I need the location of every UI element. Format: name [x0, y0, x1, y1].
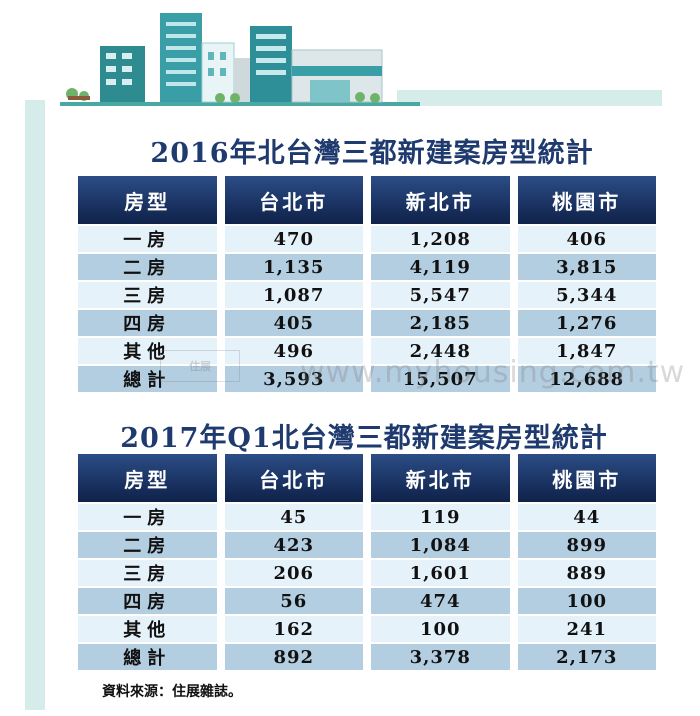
- cell-value: 405: [224, 310, 363, 336]
- row-label: 四房: [78, 588, 217, 614]
- cell-value: 2,448: [371, 338, 510, 364]
- cell-value: 1,084: [371, 532, 510, 558]
- table-row: 三房 1,087 5,547 5,344: [78, 282, 656, 308]
- cell-value: 889: [517, 560, 656, 586]
- table-row-total: 總計 3,593 15,507 12,688: [78, 366, 656, 392]
- row-label: 四房: [78, 310, 217, 336]
- table-row: 四房 405 2,185 1,276: [78, 310, 656, 336]
- cell-value: 44: [517, 504, 656, 530]
- row-label: 二房: [78, 532, 217, 558]
- row-label: 總計: [78, 366, 217, 392]
- col-header-new-taipei: 新北市: [371, 454, 510, 502]
- cell-value: 206: [224, 560, 363, 586]
- cell-value: 100: [517, 588, 656, 614]
- table-row: 一房 470 1,208 406: [78, 226, 656, 252]
- table2-title: 2017年Q1北台灣三都新建案房型統計: [120, 423, 608, 454]
- left-accent-bar: [25, 100, 45, 710]
- cell-value: 2,185: [371, 310, 510, 336]
- cell-value: 5,344: [517, 282, 656, 308]
- cell-value: 3,593: [224, 366, 363, 392]
- cell-value: 162: [224, 616, 363, 642]
- table-row: 二房 1,135 4,119 3,815: [78, 254, 656, 280]
- cell-value: 15,507: [371, 366, 510, 392]
- col-header-type: 房型: [78, 176, 217, 224]
- cell-value: 474: [371, 588, 510, 614]
- row-label: 總計: [78, 644, 217, 670]
- table-row: 二房 423 1,084 899: [78, 532, 656, 558]
- table-row: 一房 45 119 44: [78, 504, 656, 530]
- col-header-taoyuan: 桃園市: [517, 176, 656, 224]
- table-row: 三房 206 1,601 889: [78, 560, 656, 586]
- cell-value: 3,815: [517, 254, 656, 280]
- cell-value: 1,601: [371, 560, 510, 586]
- cell-value: 5,547: [371, 282, 510, 308]
- col-header-taipei: 台北市: [224, 454, 363, 502]
- cell-value: 1,087: [224, 282, 363, 308]
- source-note: 資料來源：住展雜誌。: [102, 684, 242, 700]
- row-label: 二房: [78, 254, 217, 280]
- top-accent-bar: [397, 90, 662, 106]
- row-label: 其他: [78, 616, 217, 642]
- row-label: 其他: [78, 338, 217, 364]
- table-row: 其他 162 100 241: [78, 616, 656, 642]
- cell-value: 119: [371, 504, 510, 530]
- table-row: 四房 56 474 100: [78, 588, 656, 614]
- cell-value: 100: [371, 616, 510, 642]
- row-label: 一房: [78, 226, 217, 252]
- cell-value: 1,208: [371, 226, 510, 252]
- row-label: 一房: [78, 504, 217, 530]
- row-label: 三房: [78, 560, 217, 586]
- cell-value: 1,276: [517, 310, 656, 336]
- cell-value: 3,378: [371, 644, 510, 670]
- cell-value: 1,135: [224, 254, 363, 280]
- cell-value: 899: [517, 532, 656, 558]
- cell-value: 892: [224, 644, 363, 670]
- col-header-taoyuan: 桃園市: [517, 454, 656, 502]
- cell-value: 406: [517, 226, 656, 252]
- watermark-logo: 住展: [160, 350, 240, 382]
- cell-value: 470: [224, 226, 363, 252]
- table-row-total: 總計 892 3,378 2,173: [78, 644, 656, 670]
- cell-value: 2,173: [517, 644, 656, 670]
- col-header-taipei: 台北市: [224, 176, 363, 224]
- col-header-type: 房型: [78, 454, 217, 502]
- col-header-new-taipei: 新北市: [371, 176, 510, 224]
- table-2017q1: 房型 台北市 新北市 桃園市 一房 45 119 44 二房 423 1,084…: [70, 452, 664, 672]
- cell-value: 423: [224, 532, 363, 558]
- table-2016: 房型 台北市 新北市 桃園市 一房 470 1,208 406 二房 1,135…: [70, 174, 664, 394]
- table-row: 其他 496 2,448 1,847: [78, 338, 656, 364]
- cell-value: 496: [224, 338, 363, 364]
- cell-value: 4,119: [371, 254, 510, 280]
- table1-title: 2016年北台灣三都新建案房型統計: [150, 138, 594, 169]
- cell-value: 1,847: [517, 338, 656, 364]
- row-label: 三房: [78, 282, 217, 308]
- cell-value: 56: [224, 588, 363, 614]
- cell-value: 45: [224, 504, 363, 530]
- cell-value: 241: [517, 616, 656, 642]
- cell-value: 12,688: [517, 366, 656, 392]
- building-skyline-illustration: [60, 13, 420, 106]
